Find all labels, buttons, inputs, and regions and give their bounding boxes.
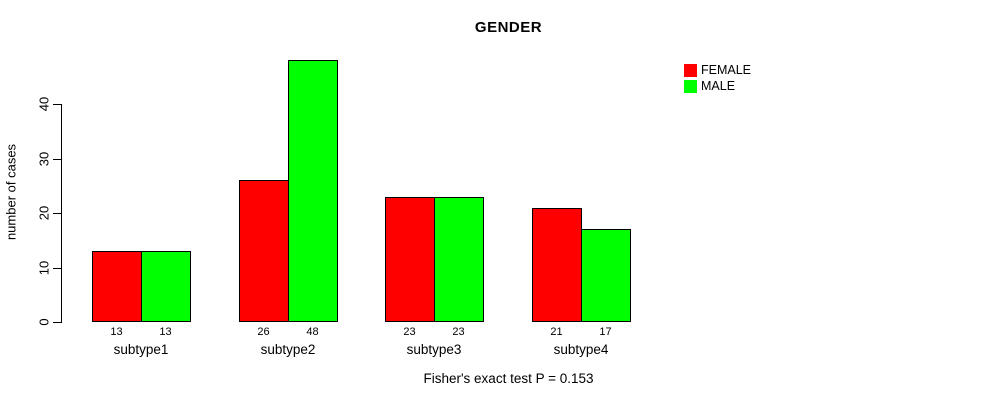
category-label: subtype2 — [260, 342, 316, 357]
y-tick-label: 0 — [36, 318, 52, 326]
annotation-text: Fisher's exact test P = 0.153 — [423, 371, 594, 386]
legend-swatch-male — [684, 79, 697, 93]
legend-item: MALE — [684, 78, 751, 94]
y-axis-tick — [53, 268, 61, 269]
bar-female-subtype2 — [239, 180, 289, 322]
bar-male-subtype2 — [288, 60, 338, 322]
y-tick-label: 10 — [36, 260, 52, 276]
y-tick-label: 30 — [36, 151, 52, 167]
bar-value-label: 23 — [452, 326, 465, 338]
chart-title: GENDER — [474, 19, 543, 36]
legend-swatch-female — [684, 63, 697, 77]
bar-male-subtype4 — [581, 229, 631, 322]
y-axis-line — [61, 104, 62, 323]
bar-value-label: 17 — [599, 326, 612, 338]
bar-male-subtype3 — [434, 197, 484, 322]
legend-item: FEMALE — [684, 62, 751, 78]
bar-value-label: 21 — [550, 326, 563, 338]
bar-value-label: 26 — [257, 326, 270, 338]
y-tick-label: 40 — [36, 96, 52, 112]
y-axis-tick — [53, 322, 61, 323]
bar-value-label: 13 — [110, 326, 123, 338]
y-axis-tick — [53, 159, 61, 160]
bar-female-subtype4 — [532, 208, 582, 322]
legend: FEMALE MALE — [684, 62, 751, 94]
legend-label: MALE — [701, 78, 736, 93]
bar-value-label: 23 — [403, 326, 416, 338]
bar-value-label: 13 — [159, 326, 172, 338]
bar-female-subtype1 — [92, 251, 142, 322]
category-label: subtype1 — [113, 342, 169, 357]
y-tick-label: 20 — [36, 205, 52, 221]
category-label: subtype3 — [406, 342, 462, 357]
y-axis-tick — [53, 104, 61, 105]
bar-female-subtype3 — [385, 197, 435, 322]
bar-value-label: 48 — [306, 326, 319, 338]
category-label: subtype4 — [553, 342, 609, 357]
legend-label: FEMALE — [701, 62, 752, 77]
y-axis-tick — [53, 213, 61, 214]
bar-male-subtype1 — [141, 251, 191, 322]
